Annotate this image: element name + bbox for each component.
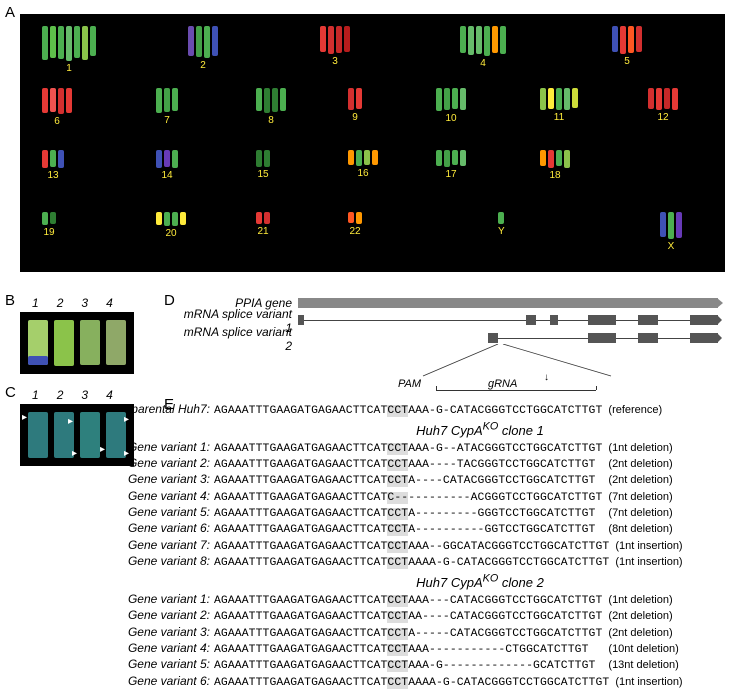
seq-variant-row: Gene variant 2:AGAAATTTGAAGATGAGAACTTCAT…: [90, 608, 730, 624]
chromosome-group-9: 9: [348, 88, 362, 123]
seq-variant-row: Gene variant 5:AGAAATTTGAAGATGAGAACTTCAT…: [90, 505, 730, 521]
chromosome-group-19: 19: [42, 212, 56, 238]
panel-a-label: A: [5, 4, 15, 21]
chromosome-group-X: X: [660, 212, 682, 252]
seq-variant-row: Gene variant 4:AGAAATTTGAAGATGAGAACTTCAT…: [90, 641, 730, 657]
panel-d-label: D: [164, 292, 175, 309]
karyotype-frame: 12345678910111213141516171819202122YX: [20, 14, 725, 272]
chromosome-group-1: 1: [42, 26, 96, 74]
seq-variant-row: Gene variant 1:AGAAATTTGAAGATGAGAACTTCAT…: [90, 440, 730, 456]
seq-variant-row: Gene variant 3:AGAAATTTGAAGATGAGAACTTCAT…: [90, 472, 730, 488]
chromosome-group-6: 6: [42, 88, 72, 127]
chromosome-group-16: 16: [348, 150, 378, 179]
chromosome-group-7: 7: [156, 88, 178, 126]
chromosome-group-2: 2: [188, 26, 218, 71]
seq-variant-row: Gene variant 4:AGAAATTTGAAGATGAGAACTTCAT…: [90, 489, 730, 505]
seq-variant-row: Gene variant 8:AGAAATTTGAAGATGAGAACTTCAT…: [90, 554, 730, 570]
chromosome-group-Y: Y: [498, 212, 505, 237]
panel-b-label: B: [5, 292, 15, 309]
sequence-alignment: parental Huh7: AGAAATTTGAAGATGAGAACTTCAT…: [90, 402, 730, 690]
chromosome-group-21: 21: [256, 212, 270, 237]
chromosome-group-5: 5: [612, 26, 642, 67]
chromosome-group-12: 12: [648, 88, 678, 123]
chromosome-group-17: 17: [436, 150, 466, 180]
chromosome-group-11: 11: [540, 88, 578, 123]
panel-b-frame: [20, 312, 134, 374]
chromosome-group-10: 10: [436, 88, 466, 124]
seq-variant-row: Gene variant 5:AGAAATTTGAAGATGAGAACTTCAT…: [90, 657, 730, 673]
chromosome-group-15: 15: [256, 150, 270, 180]
arrow-icon: ▸: [68, 416, 73, 427]
arrow-icon: ▸: [72, 448, 77, 459]
clone1-header: Huh7 CypAKO clone 1: [230, 420, 730, 437]
chromosome-group-3: 3: [320, 26, 350, 67]
panel-b-lane-numbers: 1234: [32, 296, 113, 310]
chromosome-group-18: 18: [540, 150, 570, 181]
seq-variant-row: Gene variant 7:AGAAATTTGAAGATGAGAACTTCAT…: [90, 538, 730, 554]
seq-variant-row: Gene variant 6:AGAAATTTGAAGATGAGAACTTCAT…: [90, 674, 730, 690]
grna-label: gRNA: [488, 378, 517, 390]
chromosome-group-13: 13: [42, 150, 64, 181]
chromosome-group-4: 4: [460, 26, 506, 69]
cut-site-arrow-icon: ↓: [544, 372, 549, 383]
arrow-icon: ▸: [22, 412, 27, 423]
chromosome-group-22: 22: [348, 212, 362, 237]
splice2-label: mRNA splice variant 2: [178, 325, 298, 353]
chromosome-group-8: 8: [256, 88, 286, 126]
gene-diagram: PPIA gene mRNA splice variant 1 mRNA spl…: [178, 296, 728, 350]
seq-variant-row: Gene variant 3:AGAAATTTGAAGATGAGAACTTCAT…: [90, 625, 730, 641]
clone2-header: Huh7 CypAKO clone 2: [230, 573, 730, 590]
panel-c-label: C: [5, 384, 16, 401]
pam-label: PAM: [398, 378, 421, 390]
seq-variant-row: Gene variant 2:AGAAATTTGAAGATGAGAACTTCAT…: [90, 456, 730, 472]
chromosome-group-20: 20: [156, 212, 186, 239]
seq-variant-row: Gene variant 6:AGAAATTTGAAGATGAGAACTTCAT…: [90, 521, 730, 537]
seq-variant-row: Gene variant 1:AGAAATTTGAAGATGAGAACTTCAT…: [90, 592, 730, 608]
reference-seq-row: parental Huh7: AGAAATTTGAAGATGAGAACTTCAT…: [90, 402, 730, 418]
chromosome-group-14: 14: [156, 150, 178, 181]
panel-c-lane-numbers: 1234: [32, 388, 113, 402]
